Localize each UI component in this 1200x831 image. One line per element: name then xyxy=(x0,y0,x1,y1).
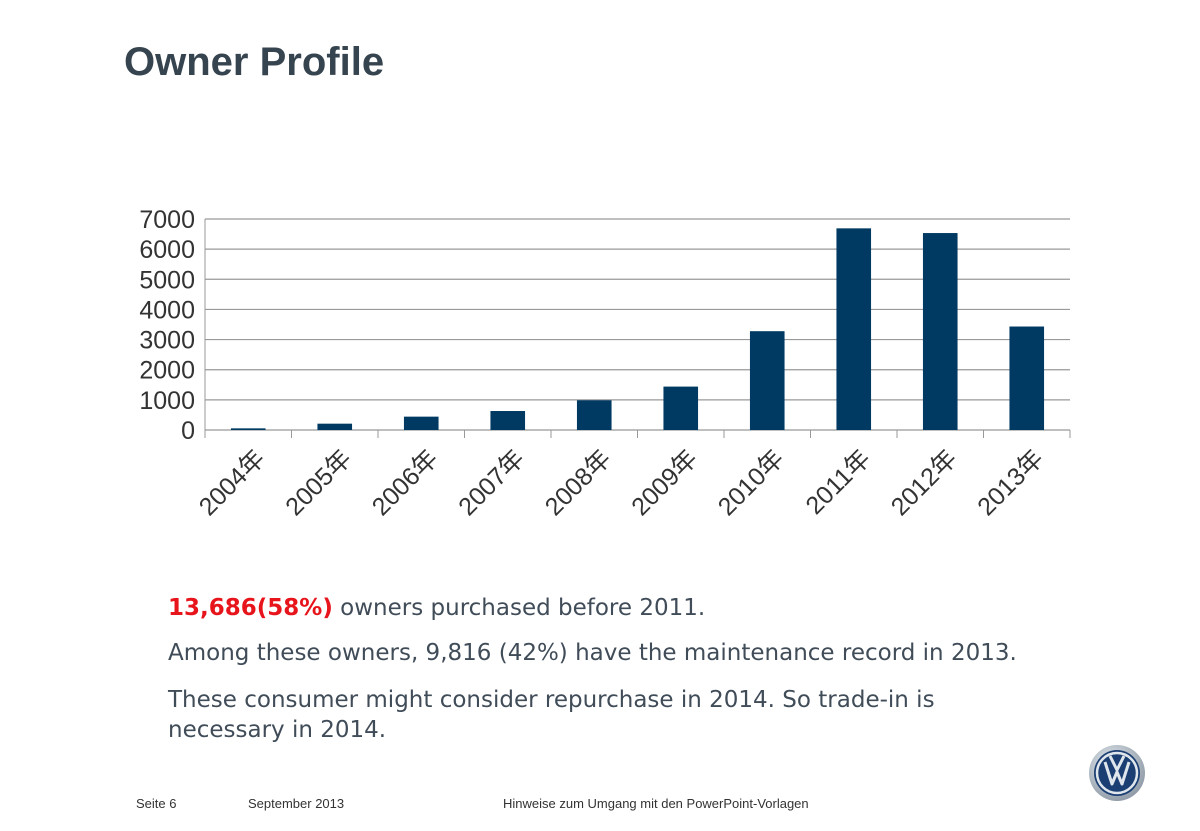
bar xyxy=(663,386,699,430)
bar xyxy=(922,233,958,430)
x-tick-label: 2007年 xyxy=(453,444,530,521)
bar xyxy=(1009,326,1045,430)
page-title: Owner Profile xyxy=(124,40,385,84)
footer-caption: Hinweise zum Umgang mit den PowerPoint-V… xyxy=(503,796,809,811)
x-tick-label: 2011年 xyxy=(800,444,875,519)
note-line-2: Among these owners, 9,816 (42%) have the… xyxy=(168,640,1017,666)
x-tick-label: 2008年 xyxy=(540,444,617,521)
highlight-stat: 13,686(58%) xyxy=(168,595,333,621)
bar xyxy=(403,416,439,430)
x-tick-label: 2009年 xyxy=(626,444,703,521)
y-tick-label: 7000 xyxy=(139,206,195,234)
note-line-1: 13,686(58%) owners purchased before 2011… xyxy=(168,595,705,621)
bar xyxy=(317,423,353,430)
footer-page: Seite 6 xyxy=(136,796,177,811)
x-tick-label: 2012年 xyxy=(886,444,963,521)
note-line-1-text: owners purchased before 2011. xyxy=(332,595,706,621)
y-tick-label: 2000 xyxy=(139,357,195,385)
bar xyxy=(230,428,266,430)
y-tick-label: 5000 xyxy=(139,266,195,294)
x-tick-label: 2006年 xyxy=(367,444,444,521)
x-tick-label: 2013年 xyxy=(972,444,1049,521)
note-line-3: These consumer might consider repurchase… xyxy=(168,687,935,743)
y-tick-label: 3000 xyxy=(139,327,195,355)
y-tick-label: 1000 xyxy=(139,387,195,415)
bar xyxy=(749,331,785,430)
bar xyxy=(490,411,526,430)
bar xyxy=(836,228,872,430)
bar xyxy=(576,400,612,430)
vw-logo xyxy=(1089,745,1145,801)
x-tick-label: 2004年 xyxy=(194,444,271,521)
x-tick-label: 2005年 xyxy=(280,444,357,521)
y-tick-label: 0 xyxy=(181,417,195,445)
x-tick-label: 2010年 xyxy=(713,444,790,521)
y-tick-label: 4000 xyxy=(139,296,195,324)
y-tick-label: 6000 xyxy=(139,236,195,264)
footer-date: September 2013 xyxy=(248,796,345,811)
